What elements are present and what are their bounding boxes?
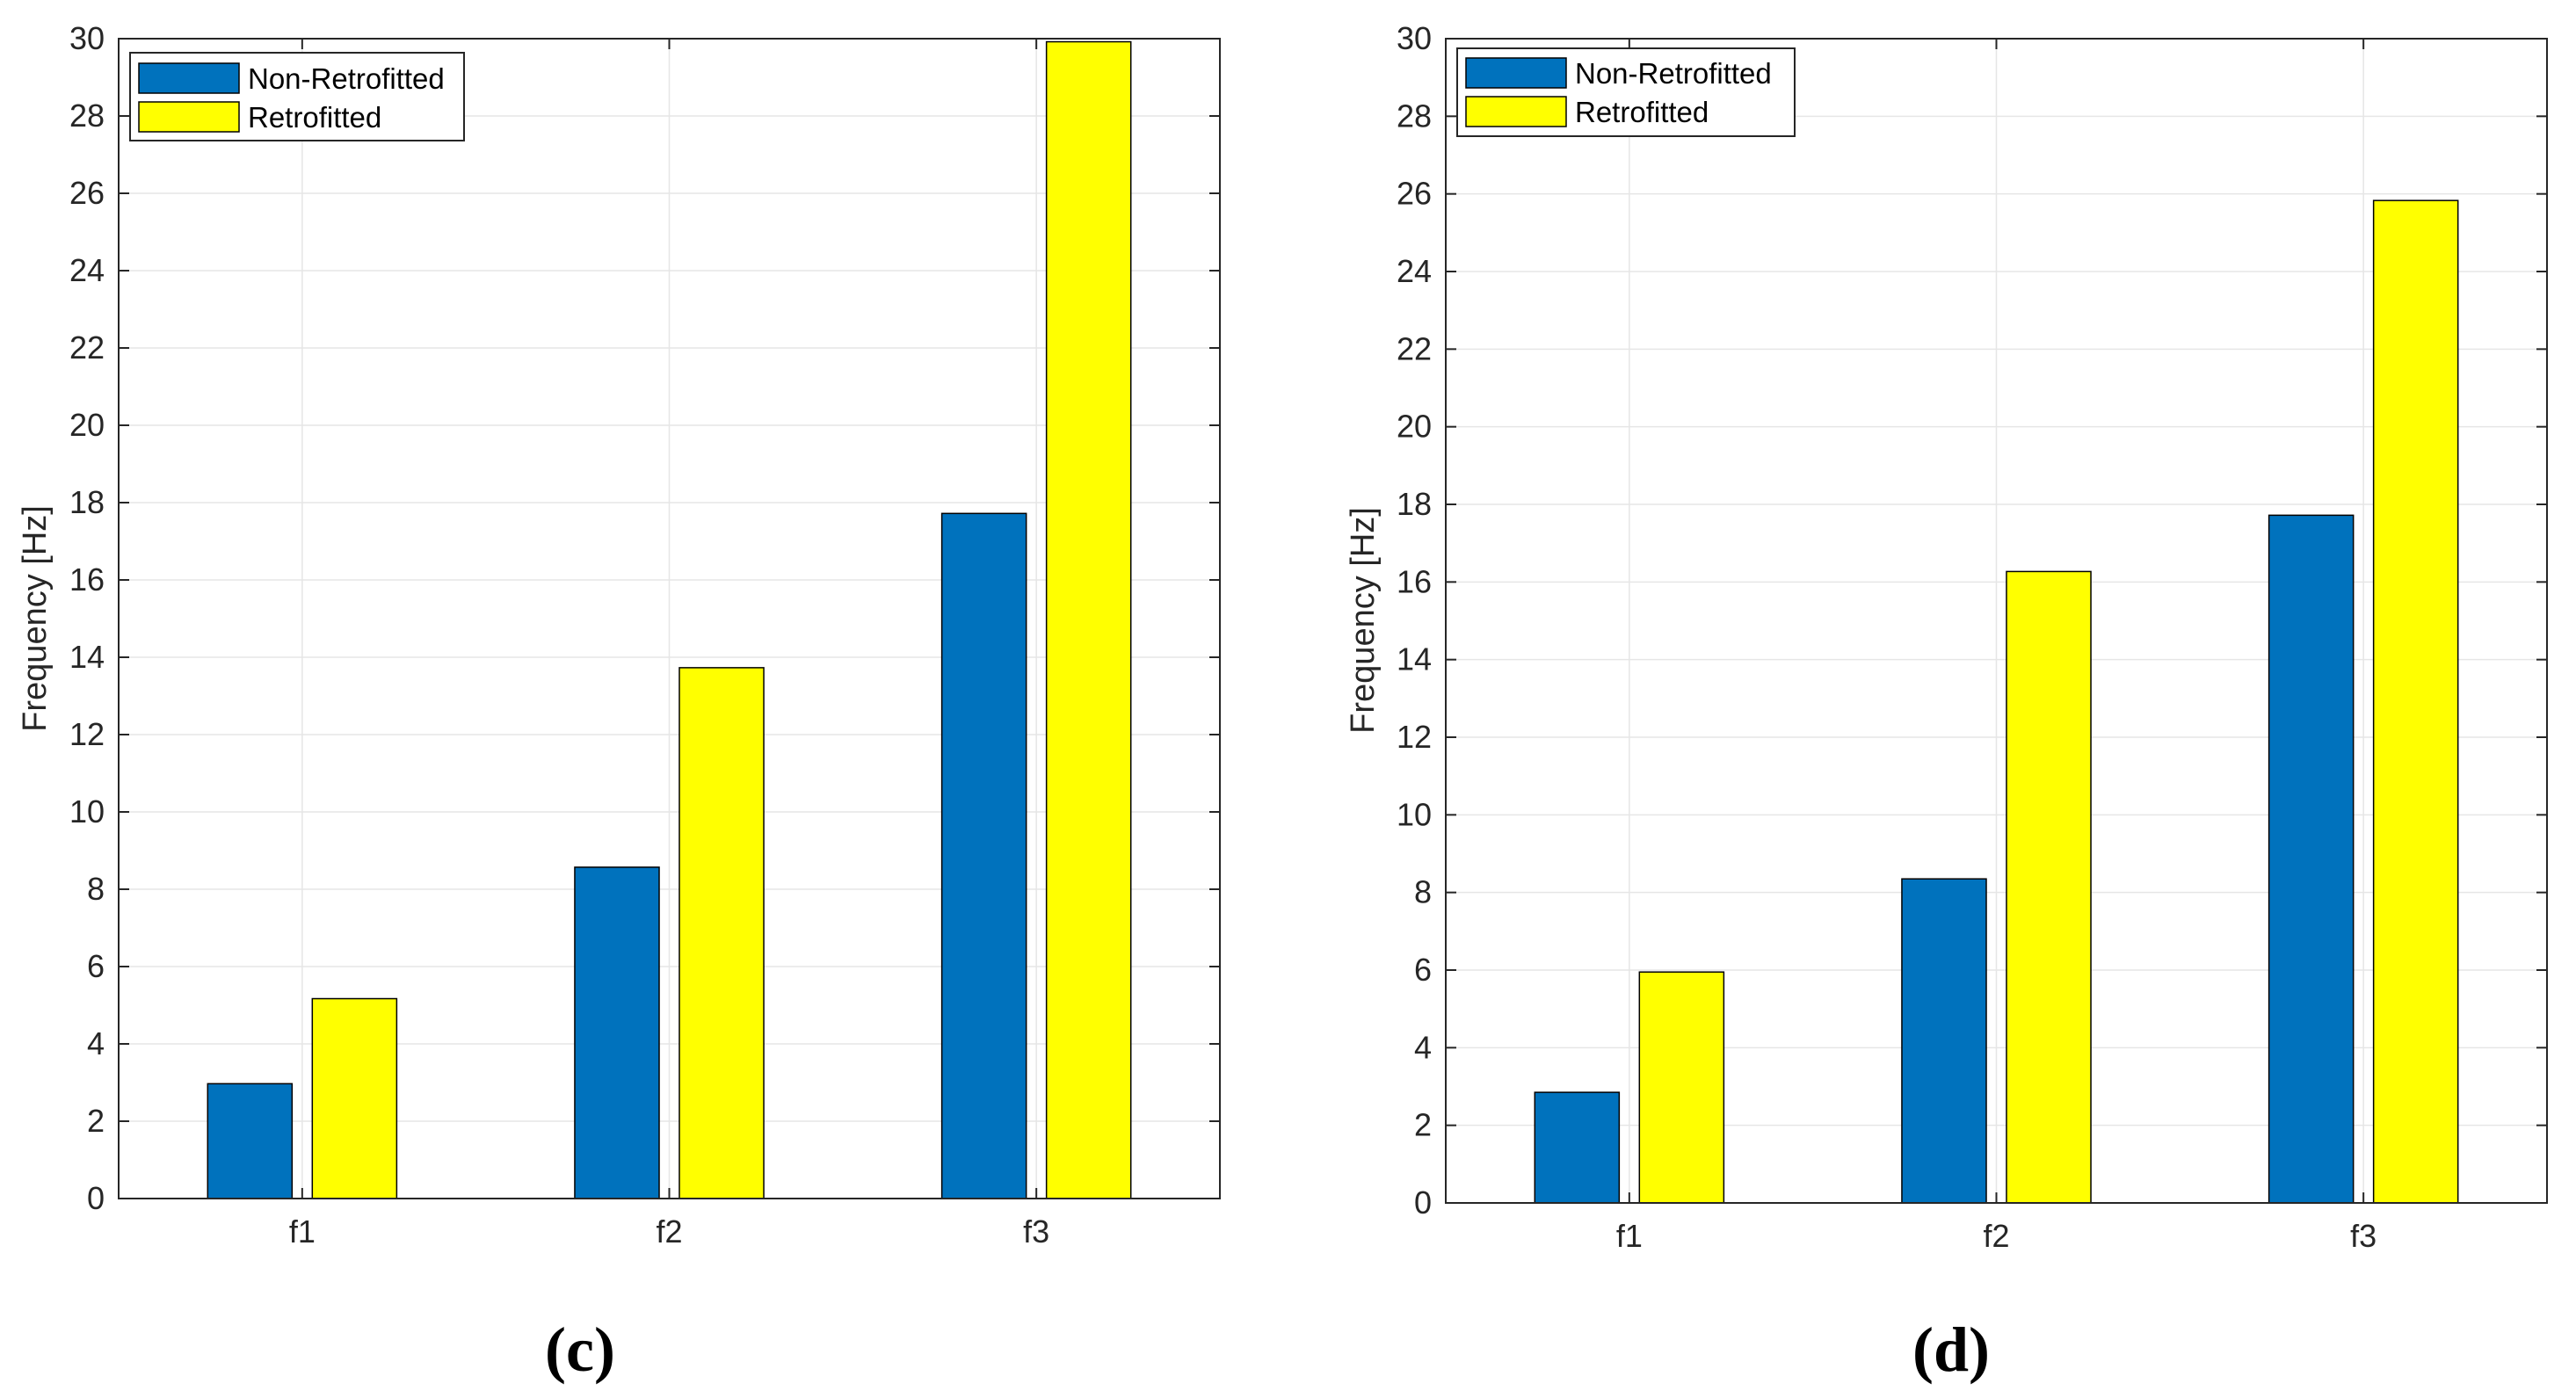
x-axis-ticks: f1 f2 f3 — [1616, 39, 2376, 1254]
grid-lines — [1446, 39, 2547, 1203]
x-tick-label: f1 — [289, 1213, 316, 1250]
bar-non-retrofitted-f2 — [1901, 878, 1987, 1204]
x-tick-label: f2 — [656, 1213, 682, 1250]
y-tick-label: 24 — [1397, 253, 1432, 289]
legend-label-non-retrofitted: Non-Retrofitted — [1575, 57, 1772, 90]
bar-retrofitted-f3 — [2372, 199, 2459, 1204]
legend-swatch-retrofitted — [138, 101, 240, 133]
y-tick-label: 16 — [1397, 563, 1432, 599]
y-tick-label: 18 — [69, 484, 105, 520]
legend: Non-Retrofitted Retrofitted — [129, 52, 465, 141]
y-tick-label: 18 — [1397, 486, 1432, 522]
y-tick-label: 4 — [87, 1025, 105, 1061]
y-tick-label: 14 — [69, 639, 105, 675]
y-tick-label: 30 — [1397, 20, 1432, 56]
bar-non-retrofitted-f2 — [574, 866, 660, 1199]
y-tick-label: 22 — [1397, 330, 1432, 366]
y-tick-label: 16 — [69, 561, 105, 598]
y-tick-label: 0 — [1414, 1184, 1432, 1221]
legend-label-non-retrofitted: Non-Retrofitted — [248, 62, 445, 95]
x-tick-label: f3 — [1023, 1213, 1049, 1250]
y-tick-label: 28 — [1397, 98, 1432, 134]
x-axis-ticks: f1 f2 f3 — [289, 39, 1049, 1250]
legend-swatch-non-retrofitted — [1465, 57, 1567, 89]
y-tick-label: 14 — [1397, 641, 1432, 677]
y-tick-label: 10 — [69, 793, 105, 829]
y-axis-label: Frequency [Hz] — [17, 505, 54, 732]
bars — [1534, 199, 2459, 1204]
panel-caption: (d) — [1912, 1315, 1990, 1385]
y-tick-label: 2 — [1414, 1107, 1432, 1143]
bar-retrofitted-f3 — [1045, 40, 1132, 1199]
x-tick-label: f1 — [1616, 1218, 1643, 1254]
bar-retrofitted-f2 — [2006, 570, 2092, 1204]
legend: Non-Retrofitted Retrofitted — [1456, 47, 1796, 137]
y-tick-label: 10 — [1397, 796, 1432, 832]
bar-non-retrofitted-f1 — [1534, 1091, 1621, 1204]
y-tick-label: 30 — [69, 20, 105, 56]
y-tick-label: 26 — [1397, 176, 1432, 212]
y-tick-label: 4 — [1414, 1029, 1432, 1065]
bar-non-retrofitted-f1 — [207, 1083, 294, 1199]
y-tick-label: 24 — [69, 252, 105, 288]
legend-label-retrofitted: Retrofitted — [248, 101, 381, 134]
y-tick-label: 6 — [1414, 952, 1432, 988]
y-tick-label: 22 — [69, 330, 105, 366]
bar-non-retrofitted-f3 — [2268, 514, 2355, 1204]
bar-retrofitted-f1 — [1638, 971, 1725, 1204]
y-tick-label: 8 — [1414, 874, 1432, 910]
bars — [207, 40, 1132, 1199]
legend-swatch-non-retrofitted — [138, 62, 240, 94]
bar-non-retrofitted-f3 — [940, 512, 1027, 1199]
bar-retrofitted-f2 — [678, 667, 765, 1199]
legend-label-retrofitted: Retrofitted — [1575, 96, 1709, 128]
grid-lines — [119, 39, 1220, 1199]
y-tick-label: 6 — [87, 948, 105, 984]
legend-swatch-retrofitted — [1465, 96, 1567, 127]
y-tick-label: 2 — [87, 1103, 105, 1139]
y-tick-label: 12 — [1397, 719, 1432, 755]
x-tick-label: f3 — [2350, 1218, 2376, 1254]
y-tick-label: 0 — [87, 1180, 105, 1216]
y-tick-label: 20 — [69, 407, 105, 443]
bar-retrofitted-f1 — [311, 997, 398, 1199]
y-tick-label: 20 — [1397, 409, 1432, 445]
y-axis-label: Frequency [Hz] — [1345, 507, 1382, 734]
panel-caption: (c) — [545, 1315, 615, 1385]
y-tick-label: 28 — [69, 98, 105, 134]
y-tick-label: 8 — [87, 871, 105, 907]
y-tick-label: 12 — [69, 716, 105, 752]
x-tick-label: f2 — [1983, 1218, 2009, 1254]
y-tick-label: 26 — [69, 175, 105, 211]
